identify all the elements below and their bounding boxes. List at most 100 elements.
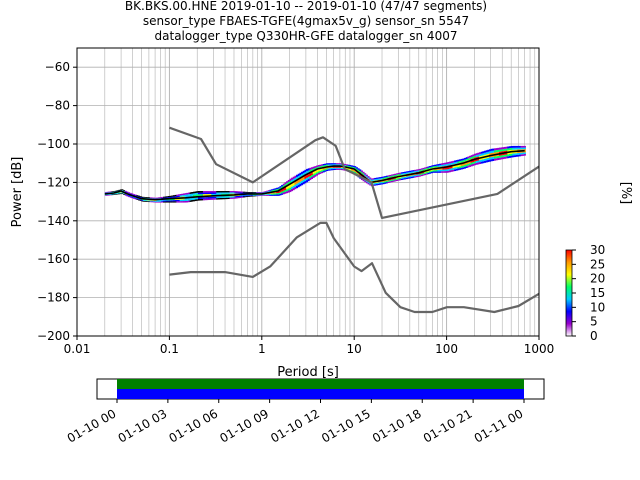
density-cell (121, 192, 124, 194)
density-cell (192, 191, 195, 194)
density-cell (222, 193, 225, 196)
density-cell (517, 147, 520, 150)
density-cell (474, 161, 477, 164)
density-cell (395, 173, 398, 175)
density-cell (254, 194, 257, 196)
density-cell (272, 188, 275, 190)
density-cell (490, 152, 493, 156)
density-cell (247, 195, 250, 197)
density-cell (281, 193, 284, 195)
density-cell (389, 180, 392, 182)
density-cell (395, 179, 398, 182)
density-cell (108, 194, 111, 195)
density-cell (196, 191, 199, 193)
density-cell (296, 174, 299, 177)
density-cell (332, 164, 335, 166)
density-cell (219, 196, 222, 199)
density-cell (169, 200, 172, 202)
density-cell (480, 151, 483, 154)
density-cell (242, 194, 245, 196)
density-cell (159, 201, 162, 203)
density-cell (429, 169, 432, 172)
density-cell (395, 177, 398, 179)
density-cell (257, 194, 260, 196)
y-tick-label: −160 (37, 252, 70, 266)
density-cell (141, 197, 144, 199)
density-cell (196, 194, 199, 196)
density-cell (510, 147, 513, 150)
density-cell (257, 192, 260, 194)
x-tick-label: 10 (347, 342, 362, 356)
density-cell (241, 195, 244, 197)
density-cell (523, 149, 526, 151)
density-cell (317, 171, 320, 174)
density-cell (449, 170, 452, 173)
density-cell (227, 196, 230, 198)
density-cell (192, 199, 195, 202)
density-cell (286, 181, 289, 184)
density-cell (337, 167, 340, 169)
density-cell (505, 156, 508, 159)
density-cell (365, 181, 368, 184)
density-cell (405, 172, 408, 174)
density-cell (369, 184, 372, 186)
density-cell (447, 167, 450, 170)
density-cell (123, 190, 126, 192)
density-cell (362, 171, 365, 174)
density-cell (331, 169, 333, 171)
density-cell (503, 156, 506, 159)
density-cell (161, 197, 164, 199)
density-cell (139, 197, 142, 198)
density-cell (422, 173, 425, 175)
density-cell (106, 195, 109, 196)
density-cell (153, 201, 156, 203)
psd-plot-area: 0.01 0.1 1 10 100 1000 −200 −180 −160 −140 −120 −1… (10, 47, 554, 380)
density-cell (389, 178, 392, 181)
density-cell (201, 198, 204, 201)
density-cell (387, 180, 390, 182)
density-cell (419, 168, 422, 171)
density-cell (331, 163, 333, 165)
density-cell (354, 166, 357, 168)
density-cell (337, 166, 340, 168)
density-cell (367, 183, 370, 185)
density-cell (495, 156, 498, 159)
density-cell (191, 192, 194, 194)
density-cell (402, 172, 405, 174)
density-cell (503, 146, 506, 149)
density-cell (266, 190, 269, 192)
density-cell (415, 170, 418, 173)
density-cell (429, 172, 432, 174)
density-cell (380, 176, 383, 179)
density-cell (407, 177, 410, 179)
density-cell (335, 168, 338, 170)
density-cell (179, 201, 182, 203)
title-line-3: datalogger_type Q330HR-GFE datalogger_sn… (155, 29, 458, 43)
timeline-band (117, 379, 524, 389)
density-cell (158, 200, 161, 202)
density-cell (239, 195, 242, 197)
density-cell (116, 193, 119, 194)
density-cell (365, 174, 368, 177)
density-cell (187, 195, 190, 198)
density-cell (510, 149, 513, 152)
density-cell (174, 200, 177, 202)
density-cell (256, 192, 259, 193)
density-cell (477, 154, 480, 157)
density-cell (422, 174, 425, 176)
density-cell (454, 169, 457, 172)
density-cell (429, 171, 432, 173)
density-cell (262, 191, 265, 193)
density-cell (159, 198, 162, 199)
density-cell (464, 157, 467, 160)
density-cell (272, 192, 275, 194)
density-cell (166, 197, 169, 199)
density-cell (296, 181, 299, 184)
density-cell (197, 191, 200, 193)
density-cell (502, 155, 505, 158)
density-cell (133, 194, 136, 195)
density-cell (153, 198, 156, 200)
density-cell (104, 192, 107, 193)
density-cell (369, 178, 372, 181)
